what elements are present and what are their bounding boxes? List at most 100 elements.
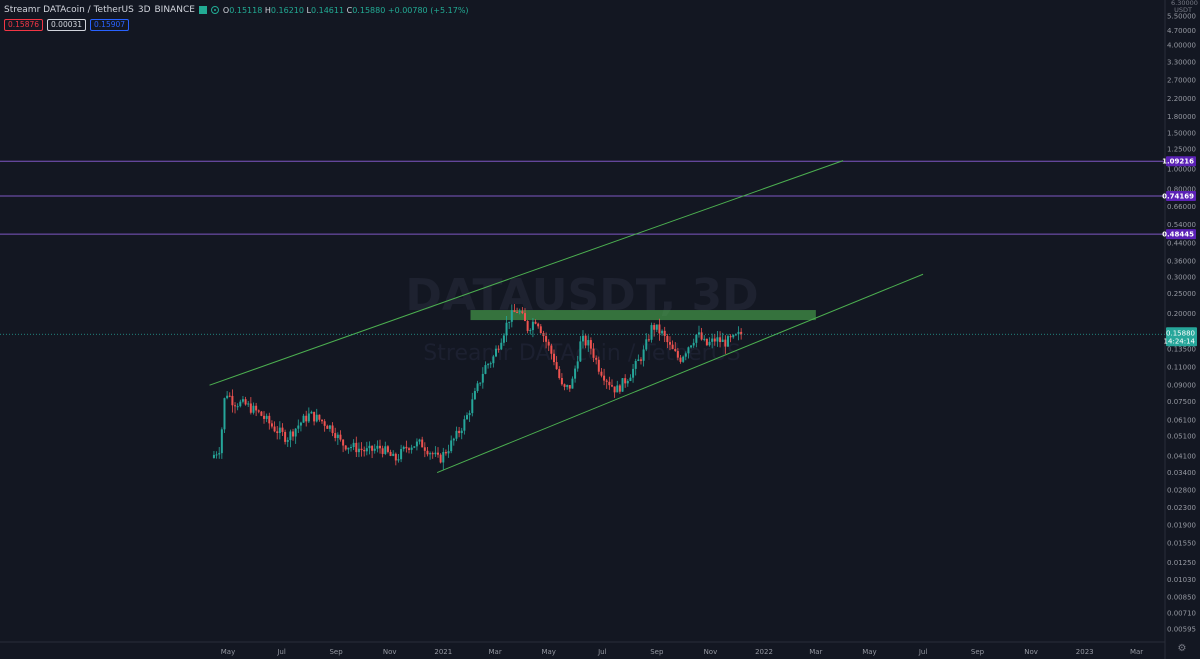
candle-body [592,348,595,358]
price-tick-label: 0.04100 [1167,452,1196,460]
candle-body [510,310,513,322]
price-tick-label: 0.09000 [1167,382,1196,390]
candle-body [555,362,558,370]
candle-body [247,403,250,405]
candle-body [613,386,616,393]
candle-body [278,427,281,433]
candle-body [392,453,395,456]
candle-body [350,447,353,449]
candle-body [415,441,418,447]
price-tick-label: 0.00850 [1167,593,1196,601]
candle-body [268,415,271,424]
candle-body [721,339,724,343]
candle-body [442,452,445,463]
channel-upper-line[interactable] [209,160,844,386]
time-tick-label: Jul [276,648,286,656]
candle-body [537,323,540,327]
candle-body [508,321,511,323]
candle-body [523,313,526,322]
candle-body [402,446,405,450]
candle-body [639,359,642,361]
price-tick-label: 0.07500 [1167,398,1196,406]
candle-body [529,330,532,332]
candle-body [363,450,366,452]
candle-body [563,384,566,387]
price-tick-label: 0.01250 [1167,559,1196,567]
price-tick-label: 0.06100 [1167,417,1196,425]
trade-buttons: 0.15876 0.00031 0.15907 [4,19,130,31]
candle-body [626,380,629,384]
candle-body [600,371,603,376]
candle-body [228,395,231,397]
candle-body [621,378,624,392]
candle-body [452,438,455,441]
candle-body [386,446,389,452]
candle-body [368,445,371,449]
candle-body [658,324,661,334]
candle-body [700,332,703,340]
flag-icon[interactable] [198,6,207,14]
candle-body [444,452,447,454]
price-tick-label: 0.05100 [1167,433,1196,441]
candle-body [289,431,292,441]
candle-body [690,345,693,348]
price-tick-label: 2.20000 [1167,95,1196,103]
candle-body [297,425,300,429]
candle-body [740,331,743,335]
close-value: 0.15880 [352,5,386,15]
candle-body [379,445,382,449]
resistance-zone[interactable] [470,310,816,321]
time-tick-label: 2022 [755,648,773,656]
symbol-title[interactable]: Streamr DATAcoin / TetherUS [4,5,134,15]
candle-body [426,450,429,455]
sell-button[interactable]: 0.15876 [4,19,44,31]
candle-body [284,431,287,442]
candle-body [400,449,403,460]
candle-body [281,427,284,432]
candle-body [618,385,621,392]
price-tick-label: 4.00000 [1167,41,1196,49]
candle-body [610,385,613,387]
candle-body [616,385,619,393]
candle-body [663,330,666,336]
change-value: +0.00780 (+5.17%) [387,5,469,15]
candle-body [212,454,215,458]
candle-body [516,312,519,314]
buy-button[interactable]: 0.15907 [90,19,130,31]
candle-body [632,368,635,378]
candle-body [726,336,729,347]
candle-body [355,442,358,453]
time-tick-label: Mar [1130,648,1143,656]
gear-icon[interactable]: ⚙ [1177,643,1187,654]
candle-body [697,332,700,335]
level-price-tag [1166,156,1196,167]
candle-body [642,349,645,361]
candle-body [339,434,342,440]
candle-body [334,433,337,438]
candle-body [571,378,574,389]
price-tick-label: 0.25000 [1167,290,1196,298]
low-value: 0.14611 [310,5,345,15]
candle-body [492,356,495,364]
level-price-tag [1166,190,1196,201]
candle-body [587,340,590,346]
level-price-label: 0.48445 [1162,231,1194,239]
interval-label[interactable]: 3D [137,5,151,15]
price-tick-label: 0.13500 [1167,345,1196,353]
candle-body [608,381,611,386]
candle-body [323,421,326,426]
level-price-tag [1166,229,1196,240]
candle-body [342,439,345,446]
time-tick-label: May [862,648,876,656]
price-tick-label: 4.70000 [1167,27,1196,35]
candle-body [653,325,656,330]
candle-body [455,430,458,439]
candle-body [566,385,569,387]
candle-body [405,446,408,449]
candle-body [394,453,397,461]
candle-body [408,448,411,450]
channel-lower-line[interactable] [436,273,924,474]
candle-body [226,395,229,399]
candle-body [418,439,421,442]
